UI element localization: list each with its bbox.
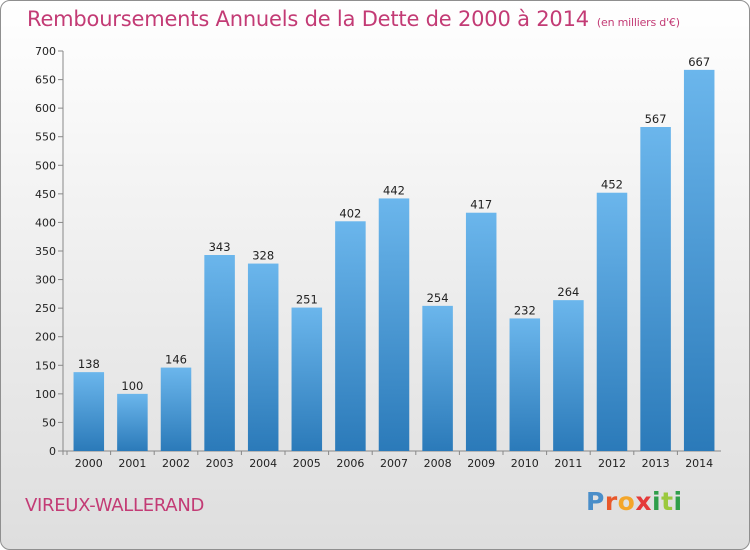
bar-2005 — [291, 307, 323, 451]
value-label-2009: 417 — [470, 198, 492, 212]
y-tick-label: 650 — [35, 74, 56, 87]
bar-2004 — [247, 263, 279, 451]
x-tick-label-2000: 2000 — [75, 457, 103, 470]
y-tick-label: 450 — [35, 188, 56, 201]
x-tick-label-2012: 2012 — [598, 457, 626, 470]
x-tick-label-2010: 2010 — [511, 457, 539, 470]
bar-2003 — [204, 255, 235, 451]
y-tick-label: 150 — [35, 359, 56, 372]
bar-2008 — [422, 305, 453, 451]
value-label-2007: 442 — [383, 183, 405, 197]
bar-2010 — [509, 318, 541, 451]
x-tick-label-2011: 2011 — [554, 457, 582, 470]
bar-2002 — [160, 367, 192, 451]
y-tick-label: 350 — [35, 245, 56, 258]
value-label-2005: 251 — [296, 293, 318, 307]
value-label-2014: 667 — [688, 55, 710, 69]
value-label-2001: 100 — [121, 379, 143, 393]
y-tick-label: 400 — [35, 216, 56, 229]
x-tick-label-2009: 2009 — [467, 457, 495, 470]
proxiti-logo: Proxiti — [586, 487, 683, 516]
x-tick-label-2007: 2007 — [380, 457, 408, 470]
x-tick-label-2006: 2006 — [336, 457, 364, 470]
bar-2012 — [596, 192, 628, 451]
value-label-2003: 343 — [209, 240, 231, 254]
y-tick-label: 700 — [35, 45, 56, 58]
value-label-2002: 146 — [165, 353, 187, 367]
chart-unit: (en milliers d'€) — [596, 16, 680, 29]
bar-2013 — [640, 127, 671, 451]
y-tick-label: 300 — [35, 274, 56, 287]
x-tick-label-2005: 2005 — [293, 457, 321, 470]
y-tick-label: 50 — [42, 416, 56, 429]
value-label-2008: 254 — [427, 291, 449, 305]
x-tick-label-2002: 2002 — [162, 457, 190, 470]
value-label-2013: 567 — [645, 112, 667, 126]
x-tick-label-2003: 2003 — [206, 457, 234, 470]
y-tick-label: 550 — [35, 131, 56, 144]
bar-2000 — [73, 372, 105, 451]
bar-2001 — [117, 393, 148, 451]
x-tick-label-2013: 2013 — [642, 457, 670, 470]
y-tick-label: 500 — [35, 159, 56, 172]
y-tick-label: 0 — [49, 445, 56, 458]
value-label-2006: 402 — [339, 206, 361, 220]
x-tick-label-2008: 2008 — [424, 457, 452, 470]
x-tick-label-2014: 2014 — [685, 457, 713, 470]
bar-2006 — [335, 221, 366, 451]
bar-2009 — [465, 212, 497, 451]
value-label-2000: 138 — [78, 357, 100, 371]
y-tick-label: 250 — [35, 302, 56, 315]
y-tick-label: 600 — [35, 102, 56, 115]
y-tick-label: 200 — [35, 331, 56, 344]
value-label-2010: 232 — [514, 303, 536, 317]
bar-2007 — [378, 198, 410, 451]
bar-2011 — [553, 300, 584, 451]
y-tick-label: 100 — [35, 388, 56, 401]
value-label-2004: 328 — [252, 249, 274, 263]
commune-name: VIREUX-WALLERAND — [25, 495, 205, 516]
bar-2014 — [683, 69, 715, 451]
x-tick-label-2001: 2001 — [118, 457, 146, 470]
x-tick-label-2004: 2004 — [249, 457, 277, 470]
value-label-2011: 264 — [557, 285, 579, 299]
chart-title: Remboursements Annuels de la Dette de 20… — [27, 7, 680, 31]
chart-title-text: Remboursements Annuels de la Dette de 20… — [27, 7, 589, 31]
value-label-2012: 452 — [601, 178, 623, 192]
